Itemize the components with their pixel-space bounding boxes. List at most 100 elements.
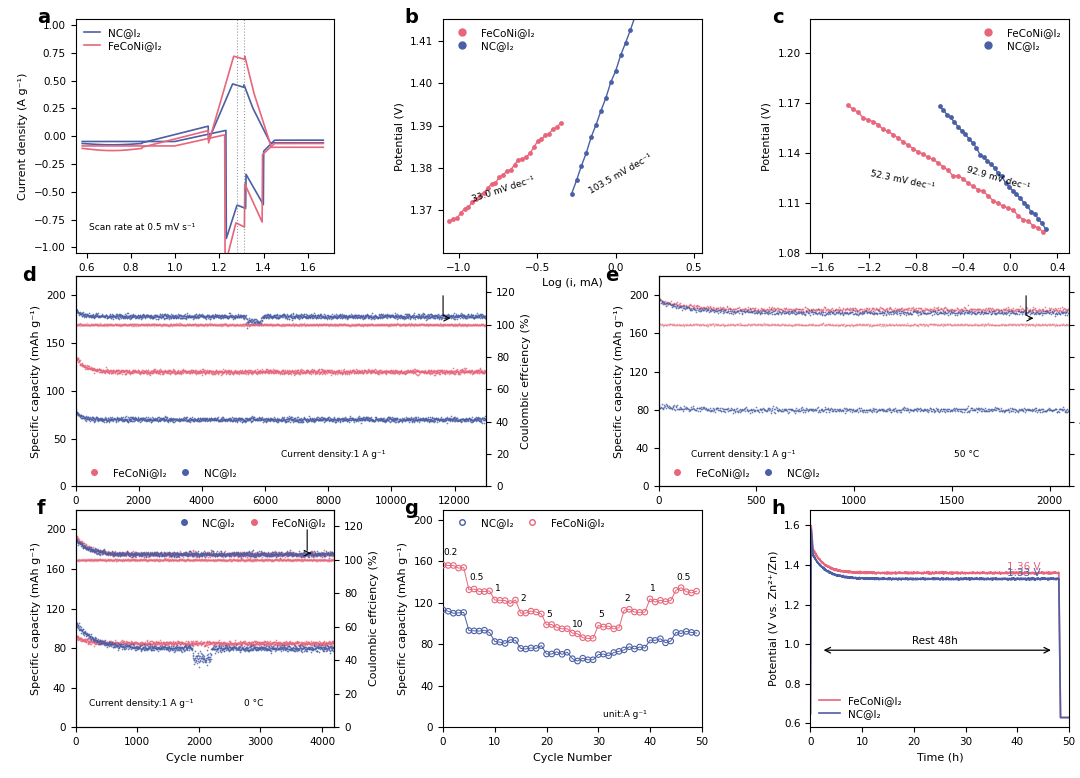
Point (70, 408, 87, 420)
Point (1009, 305, 1026, 317)
Point (297, 554, 314, 566)
Point (153, 318, 171, 331)
Point (225, 548, 242, 561)
Point (980, 190, 997, 202)
Point (86, 318, 104, 331)
Point (110, 311, 127, 324)
Point (278, 310, 295, 323)
Point (235, 318, 253, 331)
Point (275, 413, 293, 426)
Point (255, 365, 272, 377)
Point (153, 640, 171, 653)
Point (237, 643, 254, 655)
Point (957, 128, 974, 141)
Point (180, 553, 198, 566)
Point (84, 544, 102, 556)
Point (467, 365, 484, 377)
Point (199, 636, 216, 649)
Point (68, 305, 85, 317)
Point (651, 633, 669, 645)
Point (268, 547, 285, 559)
Point (172, 415, 189, 427)
Point (292, 414, 309, 426)
Point (306, 636, 323, 648)
Point (148, 548, 165, 561)
Point (860, 404, 877, 416)
Point (96, 636, 113, 649)
Point (1038, 303, 1055, 316)
Point (221, 547, 239, 559)
Point (106, 310, 123, 323)
Point (824, 403, 841, 415)
Point (382, 318, 400, 331)
Point (119, 553, 136, 566)
Point (433, 319, 450, 331)
Point (192, 310, 210, 322)
Point (1001, 307, 1018, 319)
Point (240, 364, 257, 377)
Point (118, 366, 135, 378)
Point (675, 319, 692, 331)
Point (161, 320, 178, 332)
Point (893, 307, 910, 320)
Point (204, 637, 221, 650)
Point (184, 310, 201, 323)
Point (86, 636, 104, 648)
Point (322, 369, 339, 381)
Point (95, 545, 112, 558)
Point (116, 643, 133, 655)
Point (160, 642, 177, 654)
Point (268, 553, 285, 566)
Point (198, 652, 215, 664)
Point (1000, 303, 1017, 316)
Point (134, 554, 151, 566)
Point (238, 638, 255, 650)
Point (502, 163, 519, 176)
Point (282, 319, 299, 331)
Point (120, 366, 137, 378)
Point (171, 366, 188, 379)
Point (166, 319, 184, 331)
Point (308, 310, 325, 323)
Point (224, 310, 241, 323)
Point (151, 413, 168, 426)
Point (359, 411, 376, 423)
Point (158, 548, 175, 560)
Point (421, 318, 438, 331)
Point (69, 554, 86, 566)
Point (205, 554, 222, 566)
Point (278, 548, 295, 561)
Point (112, 548, 130, 561)
Point (999, 319, 1016, 331)
Point (112, 547, 130, 559)
Point (140, 548, 158, 561)
Point (271, 309, 288, 321)
Point (95, 546, 112, 559)
Point (456, 367, 473, 380)
Point (132, 415, 149, 428)
Point (198, 655, 215, 668)
Point (309, 312, 326, 324)
Point (113, 555, 131, 567)
Point (71, 624, 89, 636)
Point (134, 549, 151, 562)
Point (197, 654, 214, 666)
Point (416, 366, 433, 378)
Point (233, 641, 251, 654)
Point (941, 318, 958, 331)
Point (335, 310, 352, 322)
Point (401, 318, 418, 331)
Point (84, 411, 102, 423)
Point (207, 310, 225, 322)
Point (165, 366, 183, 379)
Point (296, 412, 313, 425)
Point (278, 547, 295, 559)
Point (698, 304, 715, 317)
Point (321, 637, 338, 650)
Point (595, 621, 612, 633)
Point (217, 548, 234, 560)
Point (113, 318, 131, 331)
Point (680, 318, 698, 331)
Point (394, 319, 411, 331)
Point (323, 641, 340, 654)
